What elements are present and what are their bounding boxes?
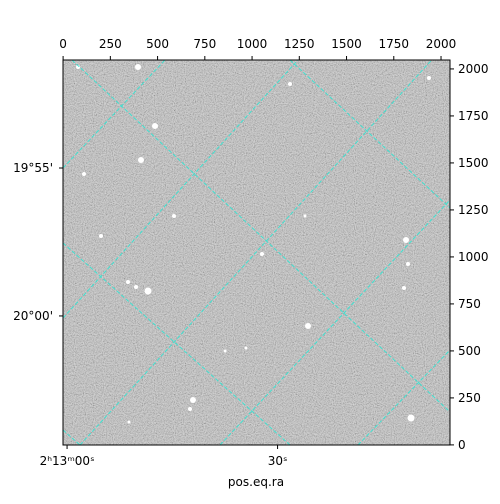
ra-tick-label: 2ʰ13ᵐ00ˢ (40, 454, 95, 468)
stars (76, 64, 431, 424)
x-tick-label: 1750 (379, 37, 410, 51)
plot-frame (62, 59, 451, 446)
x-tick-label: 1250 (284, 37, 315, 51)
x-tick-label: 1000 (237, 37, 268, 51)
sky-image (63, 60, 450, 445)
dec-tick-label: 20°00' (13, 309, 53, 323)
y-tick-label: 1500 (458, 156, 489, 170)
y-tick-label: 750 (458, 297, 481, 311)
y-tick-label: 2000 (458, 62, 489, 76)
y-tick-label: 500 (458, 344, 481, 358)
ra-tick-label: 30ˢ (268, 454, 288, 468)
y-tick-label: 1000 (458, 250, 489, 264)
y-tick-label: 1750 (458, 109, 489, 123)
x-tick-label: 250 (99, 37, 122, 51)
x-tick-label: 750 (193, 37, 216, 51)
x-tick-label: 0 (59, 37, 67, 51)
x-axis-label: pos.eq.ra (228, 475, 284, 489)
y-tick-label: 1250 (458, 203, 489, 217)
y-tick-label: 250 (458, 391, 481, 405)
x-tick-label: 2000 (426, 37, 457, 51)
dec-tick-label: 19°55' (13, 161, 53, 175)
y-tick-label: 0 (458, 438, 466, 452)
x-tick-label: 500 (146, 37, 169, 51)
x-tick-label: 1500 (331, 37, 362, 51)
coordinate-grid (63, 60, 450, 445)
